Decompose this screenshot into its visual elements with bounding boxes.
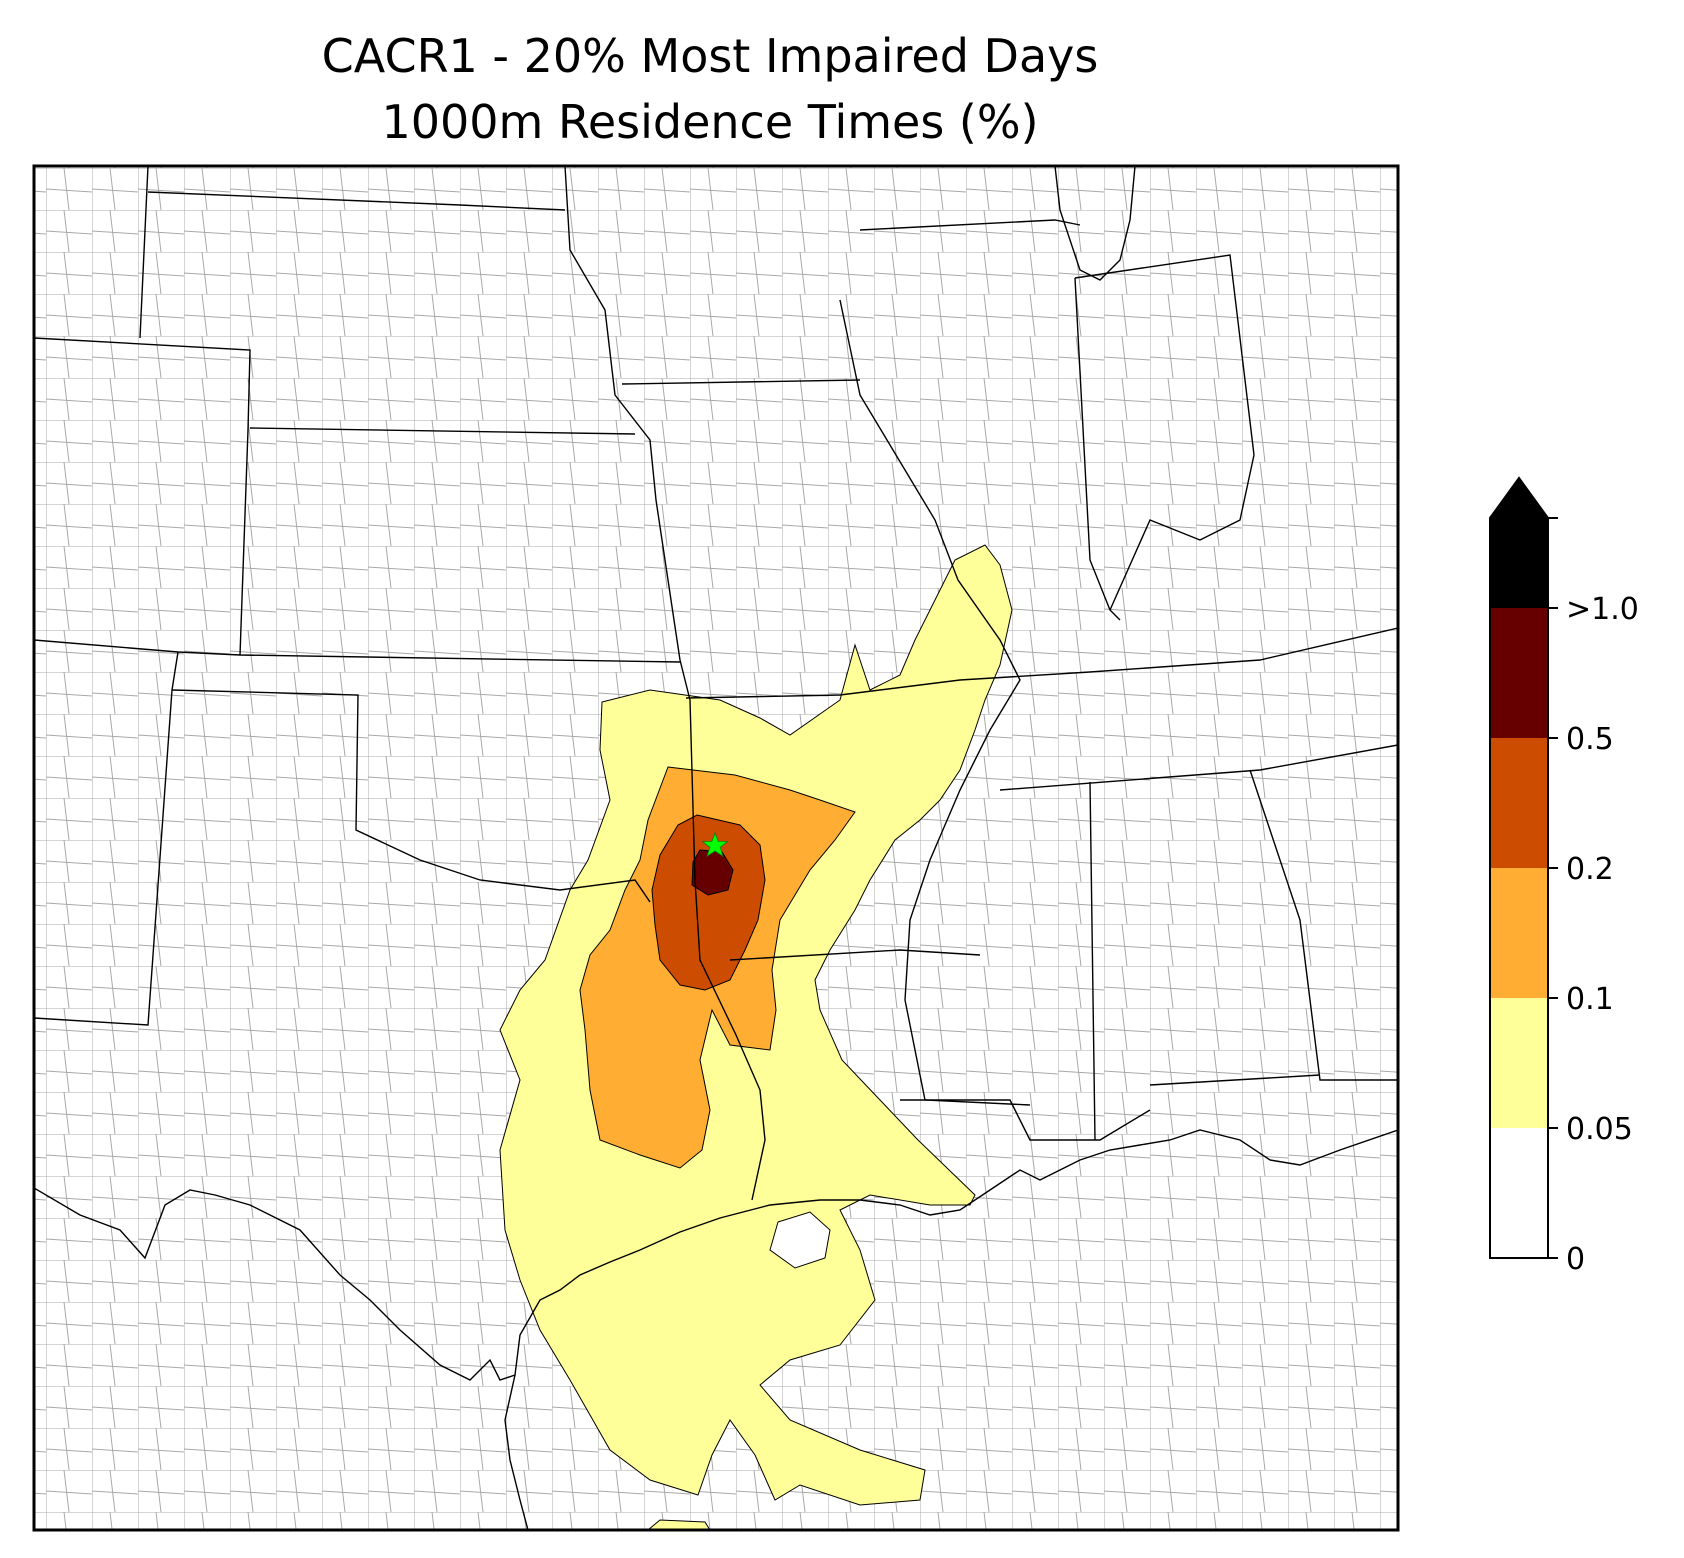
map-frame xyxy=(32,164,1400,1532)
contour-0.2-0.5-band xyxy=(651,814,766,991)
contour-0.5-1.0-band xyxy=(691,849,734,896)
state-boundaries xyxy=(34,166,1398,1201)
colorbar-bin-2 xyxy=(1490,868,1548,998)
colorbar-bin-1 xyxy=(1490,998,1548,1128)
lake-michigan-shore xyxy=(1054,166,1136,281)
gulf-coastline xyxy=(34,1129,1398,1381)
contour-0.05-0.1-band-south xyxy=(647,1519,711,1530)
contour-hole xyxy=(769,1211,831,1269)
site-marker-star-icon xyxy=(701,831,729,858)
colorbar-bin-3 xyxy=(1490,738,1548,868)
colorbar-extend-arrow xyxy=(1490,478,1548,608)
colorbar: 0 0.05 0.1 0.2 0.5 >1.0 xyxy=(1489,476,1639,1277)
colorbar-tick-label: 0 xyxy=(1566,1242,1585,1277)
map-title-line2: 1000m Residence Times (%) xyxy=(381,95,1038,149)
colorbar-tick-label: 0.5 xyxy=(1566,722,1614,757)
colorbar-tick-label: 0.2 xyxy=(1566,852,1614,887)
colorbar-tick-label: >1.0 xyxy=(1566,592,1639,627)
colorbar-tick-label: 0.1 xyxy=(1566,982,1614,1017)
colorbar-bin-4 xyxy=(1490,608,1548,738)
colorbar-tick-label: 0.05 xyxy=(1566,1112,1633,1147)
coastline-texas-south xyxy=(504,1374,529,1530)
map-title-line1: CACR1 - 20% Most Impaired Days xyxy=(322,29,1099,83)
colorbar-outline xyxy=(1489,476,1549,1259)
colorbar-bin-0 xyxy=(1490,1128,1548,1258)
